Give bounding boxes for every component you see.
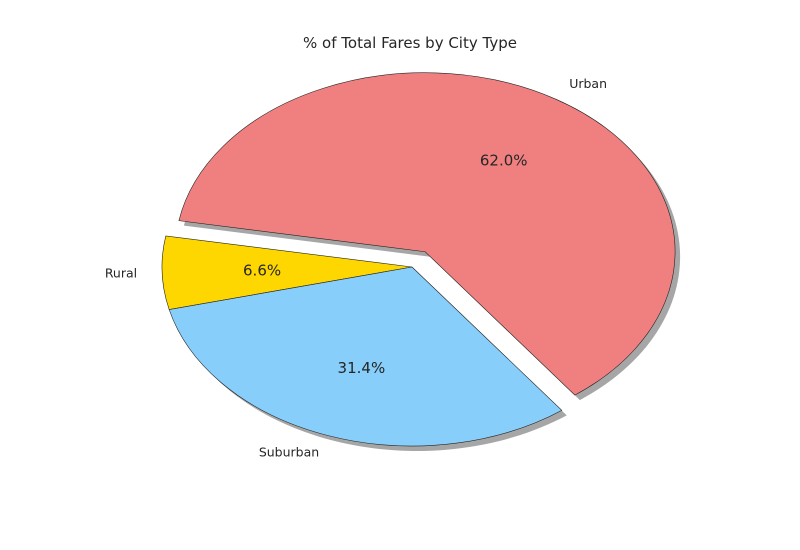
chart-title: % of Total Fares by City Type [303, 34, 517, 52]
slices [161, 72, 676, 447]
pie-slice-suburban [168, 266, 563, 447]
category-label-suburban: Suburban [259, 444, 319, 459]
percent-label-rural: 6.6% [243, 262, 281, 280]
pie-slice-urban [178, 72, 676, 396]
percent-label-suburban: 31.4% [338, 359, 386, 377]
category-label-rural: Rural [105, 265, 137, 280]
slice-labels: Rural 6.6% Suburban 31.4% Urban 62.0% [105, 76, 607, 459]
category-label-urban: Urban [569, 76, 607, 91]
percent-label-urban: 62.0% [480, 151, 528, 169]
